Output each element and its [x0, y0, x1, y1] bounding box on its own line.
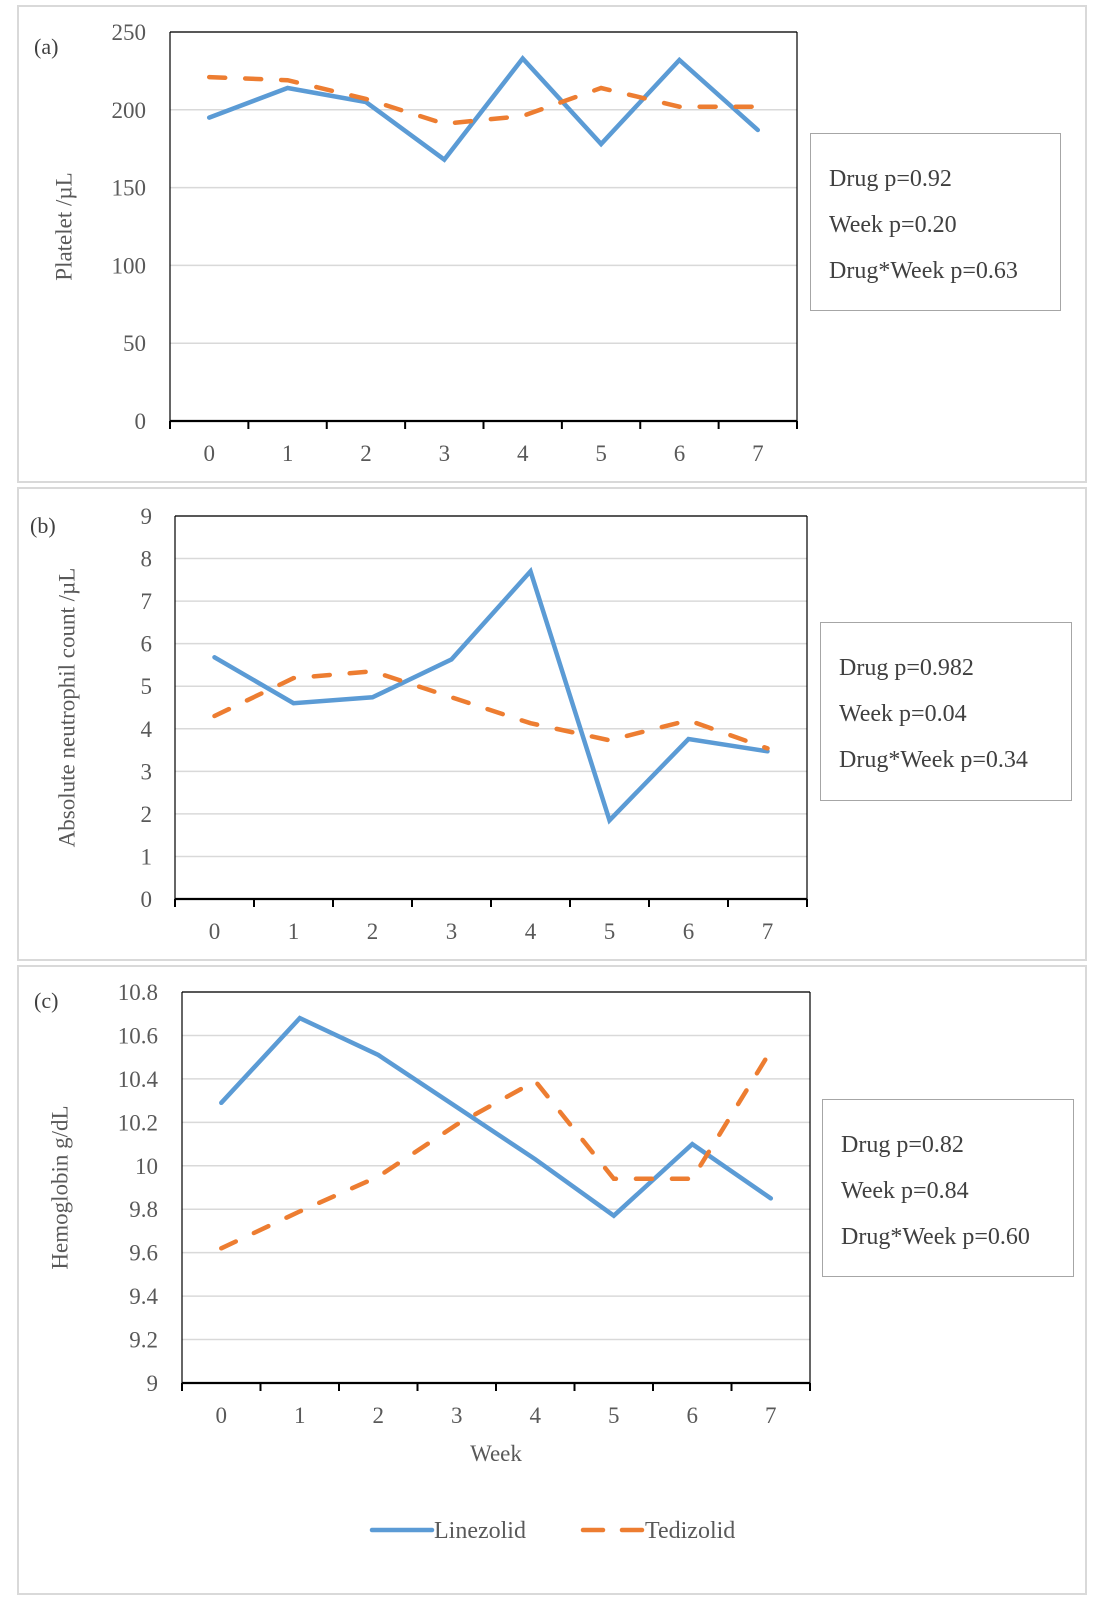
stat-week: Week p=0.84 — [841, 1178, 969, 1204]
stats-box-platelet: Drug p=0.92 Week p=0.20 Drug*Week p=0.63 — [810, 133, 1061, 311]
stat-drug: Drug p=0.92 — [829, 166, 952, 192]
x-tick-label: 1 — [288, 919, 300, 944]
x-tick-label: 7 — [752, 441, 764, 466]
stats-box-neutrophil: Drug p=0.982 Week p=0.04 Drug*Week p=0.3… — [820, 622, 1072, 801]
x-tick-label: 2 — [373, 1403, 385, 1428]
x-axis-label: Week — [470, 1441, 522, 1466]
x-tick-label: 5 — [604, 919, 616, 944]
series-line-linezolid — [206, 55, 761, 163]
stat-drug: Drug p=0.82 — [841, 1132, 964, 1158]
series-line-tedizolid — [212, 669, 770, 751]
y-tick-label: 0 — [135, 409, 147, 434]
y-tick-label: 10 — [135, 1154, 158, 1179]
x-tick-label: 5 — [608, 1403, 620, 1428]
y-tick-label: 9.4 — [129, 1284, 158, 1309]
y-axis-label: Platelet /µL — [51, 172, 76, 280]
x-tick-label: 5 — [595, 441, 607, 466]
x-tick-label: 1 — [282, 441, 294, 466]
y-tick-label: 9 — [147, 1371, 159, 1396]
series-line-tedizolid — [219, 1048, 774, 1251]
x-tick-label: 3 — [439, 441, 451, 466]
stat-drug-week: Drug*Week p=0.60 — [841, 1224, 1030, 1250]
y-tick-label: 7 — [141, 589, 153, 614]
y-tick-label: 9.8 — [129, 1197, 158, 1222]
x-tick-label: 4 — [530, 1403, 542, 1428]
stats-box-hemoglobin: Drug p=0.82 Week p=0.84 Drug*Week p=0.60 — [822, 1099, 1074, 1277]
x-tick-label: 2 — [360, 441, 372, 466]
x-tick-label: 3 — [446, 919, 458, 944]
legend-label-tedizolid: Tedizolid — [645, 1518, 735, 1544]
y-tick-label: 5 — [141, 674, 153, 699]
stat-drug-week: Drug*Week p=0.63 — [829, 258, 1018, 284]
y-tick-label: 9.2 — [129, 1328, 158, 1353]
y-tick-label: 0 — [141, 887, 153, 912]
x-tick-label: 0 — [209, 919, 221, 944]
y-tick-label: 10.2 — [118, 1110, 158, 1135]
y-axis-label: Hemoglobin g/dL — [47, 1105, 72, 1269]
x-tick-label: 0 — [203, 441, 215, 466]
panel-label: (b) — [30, 513, 56, 538]
series-line-tedizolid — [206, 74, 761, 127]
y-tick-label: 2 — [141, 802, 153, 827]
series-line-linezolid — [219, 1015, 774, 1219]
y-tick-label: 10.4 — [118, 1067, 159, 1092]
y-tick-label: 150 — [112, 176, 147, 201]
stat-drug-week: Drug*Week p=0.34 — [839, 747, 1028, 773]
y-tick-label: 10.8 — [118, 980, 158, 1005]
x-tick-label: 6 — [683, 919, 695, 944]
y-tick-label: 200 — [112, 98, 147, 123]
x-tick-label: 7 — [762, 919, 774, 944]
panel-label: (a) — [34, 34, 58, 59]
y-tick-label: 3 — [141, 759, 153, 784]
y-tick-label: 6 — [141, 632, 153, 657]
y-tick-label: 8 — [141, 547, 153, 572]
x-tick-label: 6 — [674, 441, 686, 466]
panel-hemoglobin — [17, 965, 1087, 1595]
x-tick-label: 4 — [525, 919, 537, 944]
y-tick-label: 10.6 — [118, 1023, 158, 1048]
x-tick-label: 7 — [765, 1403, 777, 1428]
y-tick-label: 50 — [123, 331, 146, 356]
y-tick-label: 250 — [112, 20, 147, 45]
x-tick-label: 2 — [367, 919, 379, 944]
x-tick-label: 6 — [687, 1403, 699, 1428]
stat-week: Week p=0.20 — [829, 212, 957, 238]
panel-label: (c) — [34, 988, 58, 1013]
y-axis-label: Absolute neutrophil count /µL — [54, 568, 79, 848]
stat-week: Week p=0.04 — [839, 701, 967, 727]
y-tick-label: 1 — [141, 844, 153, 869]
legend-label-linezolid: Linezolid — [434, 1518, 526, 1544]
stat-drug: Drug p=0.982 — [839, 655, 974, 681]
y-tick-label: 9 — [141, 504, 153, 529]
x-tick-label: 0 — [216, 1403, 228, 1428]
x-tick-label: 1 — [294, 1403, 306, 1428]
series-line-linezolid — [212, 566, 770, 825]
x-tick-label: 4 — [517, 441, 529, 466]
y-tick-label: 4 — [141, 717, 153, 742]
y-tick-label: 9.6 — [129, 1241, 158, 1266]
y-tick-label: 100 — [112, 253, 147, 278]
x-tick-label: 3 — [451, 1403, 463, 1428]
